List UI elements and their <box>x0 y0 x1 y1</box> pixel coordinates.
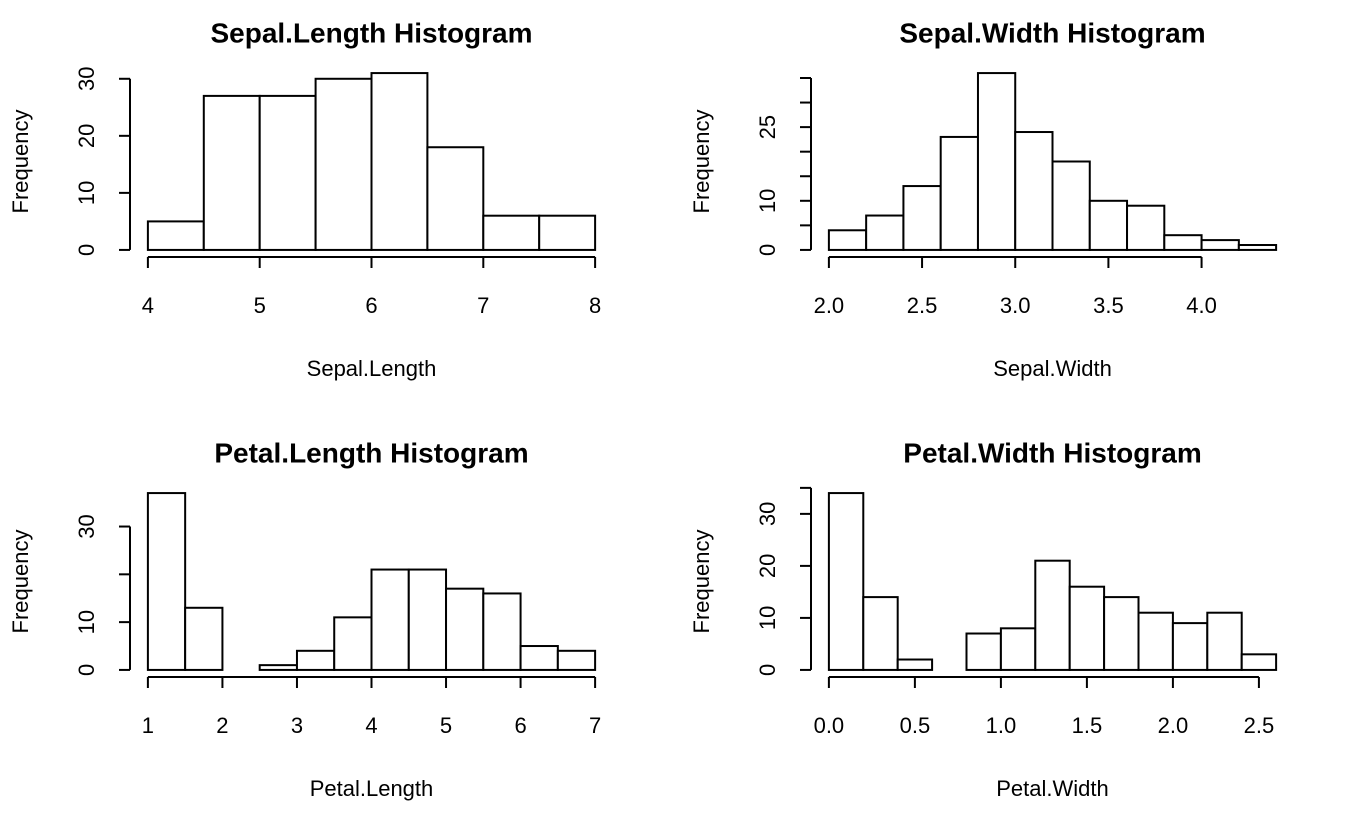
histogram-bar <box>258 94 317 251</box>
x-tick-label: 3.5 <box>1093 293 1124 318</box>
histogram-bar <box>538 214 597 251</box>
y-axis-label: Frequency <box>8 110 33 214</box>
x-tick-label: 3 <box>291 713 303 738</box>
x-tick-label: 0.0 <box>814 713 845 738</box>
histogram-bar <box>333 616 373 671</box>
x-axis-label: Petal.Width <box>996 776 1109 801</box>
histogram-bar <box>295 649 336 671</box>
x-tick-label: 4.0 <box>1186 293 1217 318</box>
x-tick-label: 5 <box>254 293 266 318</box>
histogram-bar <box>896 658 934 671</box>
histogram-bar <box>258 664 298 671</box>
y-tick-label: 10 <box>74 181 99 205</box>
histogram-bar <box>482 592 522 671</box>
histogram-bar <box>1051 160 1091 251</box>
y-axis-label: Frequency <box>689 110 714 214</box>
chart-title: Sepal.Width Histogram <box>899 17 1205 48</box>
x-tick-label: 2 <box>216 713 228 738</box>
histogram-bar <box>827 229 868 251</box>
histogram-bar <box>482 214 541 251</box>
y-tick-label: 0 <box>755 664 780 676</box>
histogram-bar <box>407 568 448 671</box>
y-tick-label: 0 <box>74 244 99 256</box>
histogram-bar <box>146 220 205 251</box>
histogram-bar <box>1206 611 1243 671</box>
x-tick-label: 7 <box>477 293 489 318</box>
histogram-bar <box>827 492 865 671</box>
histogram-bar <box>1014 131 1054 251</box>
x-axis-label: Sepal.Width <box>993 356 1112 381</box>
y-axis-label: Frequency <box>689 530 714 634</box>
histogram-bar <box>865 214 905 251</box>
x-tick-label: 4 <box>365 713 377 738</box>
y-tick-label: 20 <box>74 124 99 148</box>
y-tick-label: 10 <box>755 189 780 213</box>
y-tick-label: 30 <box>74 514 99 538</box>
y-tick-label: 30 <box>74 67 99 91</box>
histogram-bar <box>370 72 429 251</box>
histogram-bar <box>146 492 187 671</box>
y-tick-label: 25 <box>755 115 780 139</box>
x-tick-label: 2.0 <box>1158 713 1189 738</box>
histogram-bar <box>184 606 224 671</box>
y-tick-label: 20 <box>755 554 780 578</box>
x-tick-label: 2.5 <box>907 293 938 318</box>
x-tick-label: 6 <box>514 713 526 738</box>
y-tick-label: 10 <box>755 606 780 630</box>
x-tick-label: 7 <box>589 713 601 738</box>
histogram-bar <box>939 135 979 251</box>
histogram-bar <box>1237 244 1278 251</box>
x-tick-label: 2.5 <box>1244 713 1275 738</box>
x-tick-label: 3.0 <box>1000 293 1031 318</box>
histogram-bar <box>1137 611 1174 671</box>
x-axis-label: Petal.Length <box>310 776 434 801</box>
y-axis-label: Frequency <box>8 530 33 634</box>
y-tick-label: 0 <box>74 664 99 676</box>
x-tick-label: 5 <box>440 713 452 738</box>
histogram-bar <box>1068 585 1106 671</box>
x-tick-label: 8 <box>589 293 601 318</box>
x-tick-label: 6 <box>365 293 377 318</box>
chart-title: Sepal.Length Histogram <box>210 17 532 48</box>
histogram-bar <box>1163 234 1203 251</box>
x-tick-label: 1.5 <box>1072 713 1103 738</box>
y-tick-label: 30 <box>755 502 780 526</box>
histogram-bar <box>445 587 485 671</box>
histogram-bar <box>556 649 597 671</box>
chart-title: Petal.Width Histogram <box>903 437 1201 468</box>
histogram-bar <box>426 146 485 251</box>
x-tick-label: 0.5 <box>900 713 931 738</box>
y-tick-label: 10 <box>74 610 99 634</box>
histogram-bar <box>999 627 1037 671</box>
histogram-bar <box>1103 596 1140 671</box>
x-tick-label: 1 <box>142 713 154 738</box>
histogram-bar <box>1126 204 1166 251</box>
x-tick-label: 4 <box>142 293 154 318</box>
histogram-bar <box>902 185 942 251</box>
histogram-bar <box>1240 653 1278 671</box>
histogram-bar <box>976 72 1017 251</box>
chart-title: Petal.Length Histogram <box>214 437 528 468</box>
histogram-bar <box>1088 199 1129 251</box>
histogram-bar <box>202 94 261 251</box>
histogram-bar <box>862 596 899 671</box>
y-tick-label: 0 <box>755 244 780 256</box>
histogram-bar <box>314 77 373 251</box>
x-tick-label: 1.0 <box>986 713 1017 738</box>
histogram-bar <box>965 632 1002 671</box>
histogram-bar <box>1034 559 1071 671</box>
histogram-bar <box>1200 239 1240 251</box>
histogram-bar <box>519 645 559 671</box>
x-axis-label: Sepal.Length <box>307 356 437 381</box>
x-tick-label: 2.0 <box>814 293 845 318</box>
histogram-bar <box>1171 622 1209 671</box>
histogram-bar <box>370 568 410 671</box>
